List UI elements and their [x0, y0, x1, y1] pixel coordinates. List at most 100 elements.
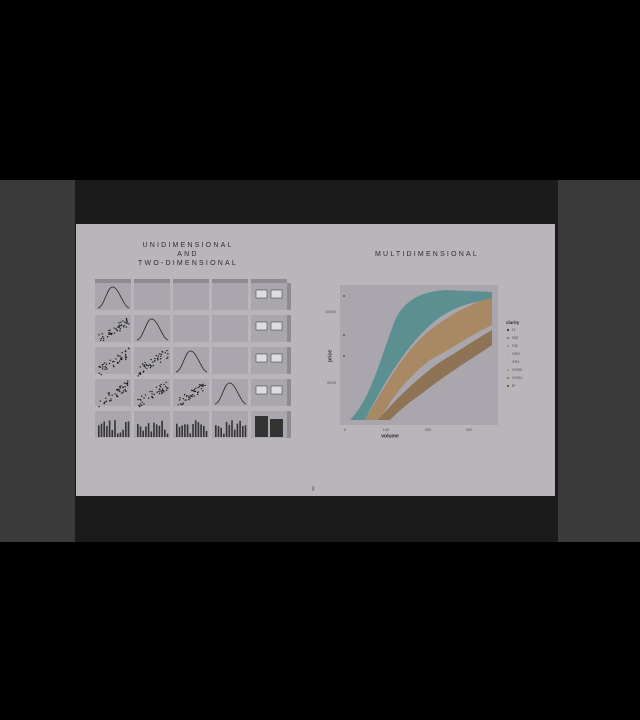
- decor-dot: [109, 400, 111, 402]
- histogram-bar: [145, 426, 147, 437]
- histogram-bar: [192, 424, 194, 437]
- decor-dot: [188, 395, 190, 397]
- decor-dot: [202, 385, 204, 387]
- decor-dot: [144, 394, 147, 396]
- decor-dot: [126, 384, 129, 387]
- decor-dot: [112, 361, 114, 363]
- decor-dot: [161, 351, 163, 353]
- histogram-bar: [137, 423, 139, 437]
- histogram-bar: [215, 425, 217, 437]
- density-curve: [97, 286, 130, 309]
- decor-dot: [110, 399, 112, 402]
- decor-dot: [124, 388, 126, 391]
- decor-dot: [183, 393, 186, 396]
- pair-panel: [95, 379, 131, 406]
- histogram-bar: [236, 423, 239, 437]
- decor-dot: [106, 368, 108, 370]
- decor-dot: [193, 395, 195, 397]
- legend-label: VVS1: [512, 375, 523, 380]
- histogram-bar: [119, 432, 122, 437]
- decor-dot: [119, 390, 121, 393]
- decor-dot: [121, 357, 123, 359]
- decor-dot: [193, 390, 195, 393]
- histogram-bar: [153, 422, 155, 437]
- decor-dot: [110, 333, 112, 335]
- decor-dot: [164, 385, 167, 388]
- histogram-bar: [98, 425, 100, 437]
- decor-dot: [105, 400, 108, 402]
- decor-dot: [157, 359, 159, 361]
- box: [255, 353, 268, 363]
- decor-dot: [184, 399, 186, 401]
- decor-dot: [150, 365, 153, 367]
- decor-dot: [126, 320, 128, 323]
- histogram-bar: [139, 426, 142, 437]
- box: [255, 385, 268, 395]
- decor-dot: [115, 329, 118, 331]
- decor-dot: [198, 385, 201, 388]
- decor-dot: [108, 362, 111, 365]
- decor-dot: [111, 394, 113, 396]
- scatter-cloud: [365, 298, 492, 420]
- decor-dot: [110, 398, 112, 400]
- left-title: AND: [177, 251, 198, 258]
- decor-dot: [108, 394, 110, 396]
- decor-dot: [117, 388, 119, 391]
- decor-dot: [122, 320, 124, 322]
- histogram-bar: [164, 429, 166, 437]
- decor-dot: [149, 364, 152, 367]
- decor-dot: [101, 333, 104, 335]
- legend-label: VS1: [512, 359, 520, 364]
- decor-dot: [115, 358, 117, 360]
- histogram-bar: [189, 433, 192, 437]
- x-axis-label: volume: [381, 433, 399, 439]
- decor-dot: [138, 373, 140, 375]
- decor-dot: [164, 352, 167, 354]
- decor-dot: [161, 392, 163, 395]
- decor-dot: [122, 390, 125, 392]
- bar: [255, 416, 268, 437]
- decor-dot: [149, 390, 151, 393]
- decor-dot: [191, 389, 193, 392]
- side-panel-right: [558, 180, 640, 542]
- decor-dot: [119, 330, 121, 332]
- decor-dot: [163, 383, 165, 386]
- decor-dot: [125, 319, 128, 322]
- decor-dot: [152, 364, 154, 367]
- histogram-bar: [111, 429, 114, 437]
- decor-dot: [102, 339, 105, 342]
- decor-dot: [156, 391, 158, 393]
- right-title: MULTIDIMENSIONAL: [375, 251, 479, 258]
- decor-dot: [108, 392, 110, 394]
- decor-dot: [119, 355, 121, 357]
- decor-dot: [160, 358, 162, 360]
- decor-dot: [154, 357, 156, 360]
- decor-dot: [187, 396, 190, 399]
- histogram-bar: [203, 426, 205, 437]
- decor-dot: [139, 371, 141, 374]
- decor-dot: [127, 347, 130, 350]
- decor-dot: [195, 387, 197, 389]
- legend-marker: [506, 352, 510, 356]
- decor-dot: [107, 392, 109, 394]
- decor-dot: [163, 391, 165, 393]
- legend-label: VVS2: [512, 367, 523, 372]
- decor-dot: [108, 333, 110, 335]
- decor-dot: [124, 357, 127, 359]
- decor-dot: [147, 364, 150, 367]
- decor-dot: [119, 385, 121, 388]
- panel-strip: [251, 279, 287, 283]
- decor-dot: [151, 390, 153, 393]
- decor-dot: [120, 358, 122, 360]
- decor-dot: [125, 326, 127, 328]
- y-tick-label: 5000: [327, 380, 337, 385]
- decor-dot: [120, 324, 123, 326]
- decor-dot: [153, 393, 156, 396]
- pair-panel: [134, 347, 170, 374]
- decor-dot: [117, 362, 120, 364]
- histogram-bar: [184, 424, 186, 437]
- decor-dot: [99, 366, 102, 369]
- legend-label: SI2: [512, 335, 519, 340]
- decor-dot: [115, 328, 117, 330]
- histogram-bar: [242, 426, 244, 437]
